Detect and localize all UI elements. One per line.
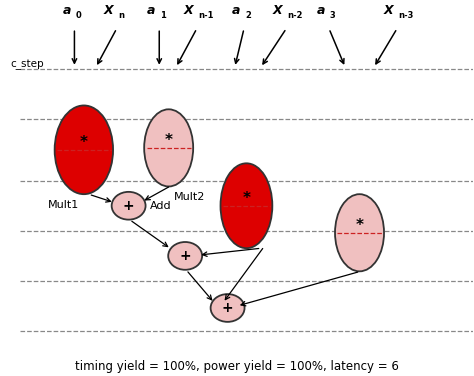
Text: 0: 0 <box>75 11 81 20</box>
Text: Mult2: Mult2 <box>173 192 205 202</box>
Circle shape <box>210 294 245 322</box>
Text: 3: 3 <box>330 11 336 20</box>
Text: n-2: n-2 <box>287 11 303 20</box>
Text: X: X <box>103 4 113 17</box>
Text: 2: 2 <box>245 11 251 20</box>
Text: c_step: c_step <box>11 60 45 70</box>
Text: n-3: n-3 <box>398 11 413 20</box>
Text: X: X <box>183 4 193 17</box>
Text: a: a <box>147 4 155 17</box>
Text: X: X <box>384 4 393 17</box>
Text: *: * <box>242 191 250 206</box>
Text: +: + <box>222 301 233 315</box>
Text: timing yield = 100%, power yield = 100%, latency = 6: timing yield = 100%, power yield = 100%,… <box>75 360 399 373</box>
Text: Add: Add <box>150 201 172 211</box>
Text: +: + <box>123 199 135 213</box>
Text: n-1: n-1 <box>198 11 213 20</box>
Ellipse shape <box>335 194 384 271</box>
Text: n: n <box>118 11 124 20</box>
Ellipse shape <box>55 105 113 194</box>
Text: a: a <box>232 4 240 17</box>
Text: *: * <box>356 218 364 232</box>
Text: a: a <box>317 4 325 17</box>
Text: a: a <box>62 4 71 17</box>
Text: *: * <box>164 133 173 148</box>
Circle shape <box>112 192 146 220</box>
Text: Mult1: Mult1 <box>48 200 79 210</box>
Ellipse shape <box>220 163 273 248</box>
Text: *: * <box>80 135 88 150</box>
Circle shape <box>168 242 202 270</box>
Text: 1: 1 <box>160 11 166 20</box>
Text: X: X <box>273 4 283 17</box>
Text: +: + <box>179 249 191 263</box>
Ellipse shape <box>144 109 193 186</box>
